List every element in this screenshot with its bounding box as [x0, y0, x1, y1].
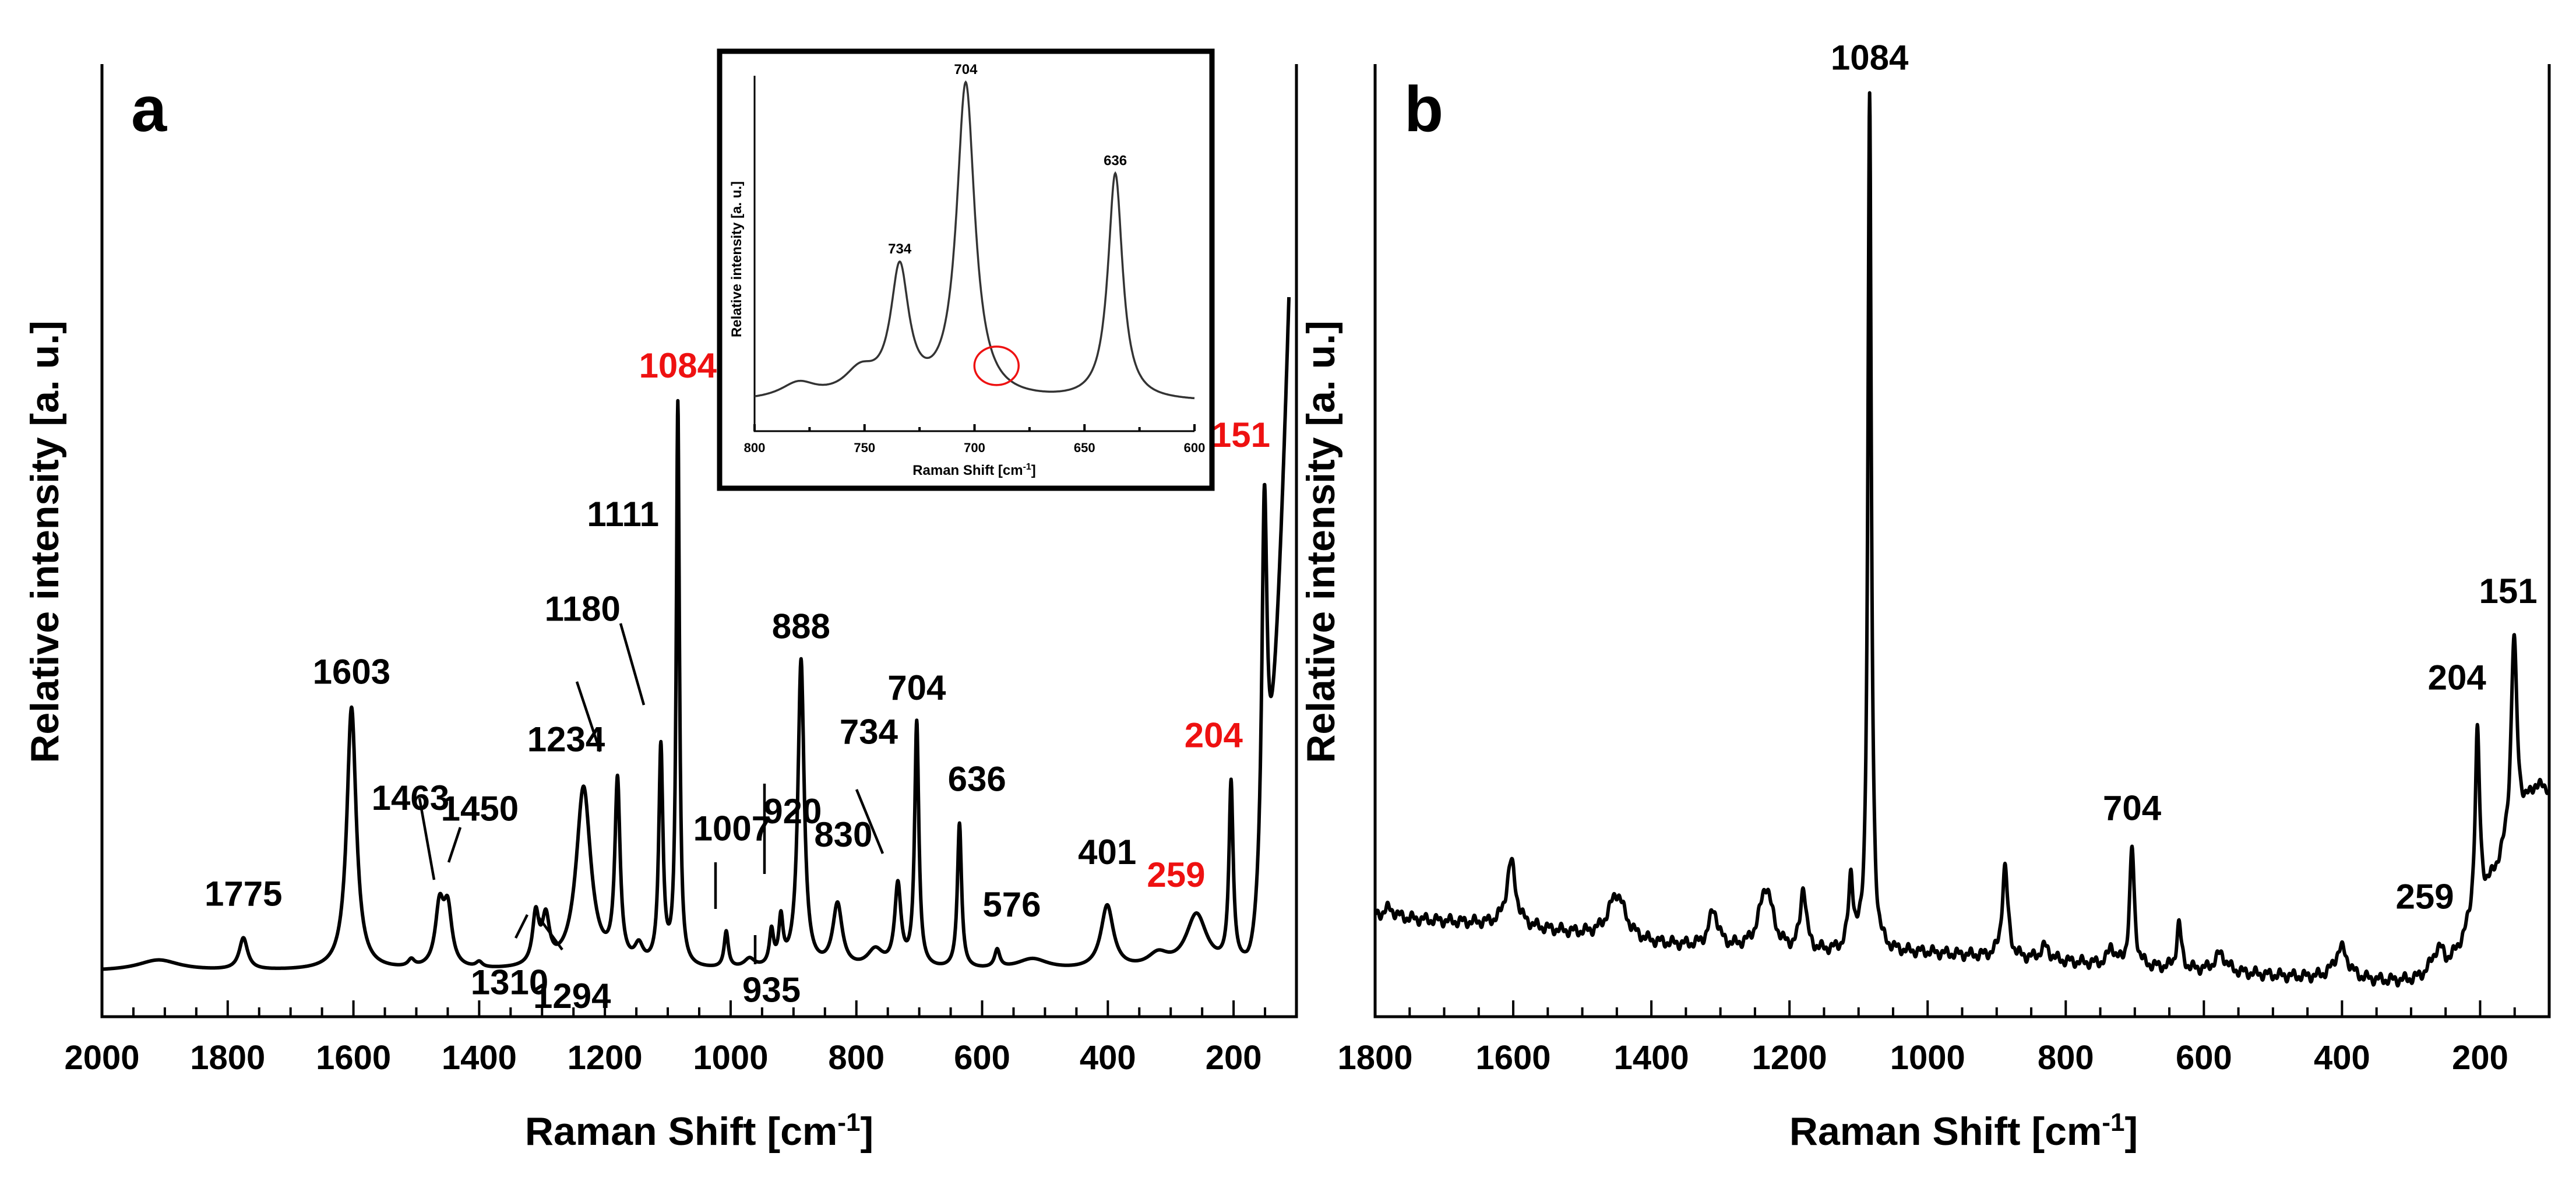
arrow-1310	[514, 914, 529, 939]
inset-peak-labels: 734 704 636	[888, 62, 1127, 257]
panel-a-x-ticks	[101, 1000, 1298, 1017]
peak-label-a-1180: 1180	[545, 590, 621, 629]
panel-a-y-axis-title: Relative intensity [a. u.]	[23, 320, 67, 763]
panel-b-letter: b	[1404, 73, 1443, 145]
tick-label-b-1800: 1800	[1337, 1039, 1412, 1077]
panel-b-x-tick-labels: 1800 1600 1400 1200 1000 800 600 400 200	[1337, 1039, 2508, 1077]
peak-label-b-704: 704	[2103, 789, 2162, 828]
inset-x-tick-labels: 800 750 700 650 600	[744, 440, 1206, 455]
peak-label-a-1463: 1463	[372, 778, 449, 817]
panel-b-x-ticks	[1374, 1000, 2550, 1017]
inset-y-axis-title: Relative intensity [a. u.]	[729, 181, 745, 337]
tick-label-inset-650: 650	[1074, 440, 1095, 455]
panel-a-arrows	[418, 623, 884, 964]
tick-label-b-400: 400	[2314, 1039, 2370, 1077]
tick-label-b-1000: 1000	[1890, 1039, 1965, 1077]
peak-label-a-1084: 1084	[639, 346, 717, 385]
peak-label-a-1007: 1007	[693, 809, 771, 848]
peak-label-a-1775: 1775	[205, 874, 282, 913]
peak-label-a-1294: 1294	[533, 976, 611, 1016]
panel-b-spectrum	[1373, 91, 2550, 988]
arrow-734	[855, 789, 884, 854]
tick-label-a-1800: 1800	[190, 1039, 265, 1077]
inset-frame	[717, 48, 1215, 491]
panel-a-spectrum	[100, 297, 1291, 971]
peak-label-a-1234: 1234	[527, 720, 605, 759]
arrow-1180	[575, 681, 602, 752]
arrow-1450	[447, 827, 462, 863]
tick-label-a-2000: 2000	[64, 1039, 139, 1077]
peak-label-a-888: 888	[772, 607, 830, 646]
tick-label-b-1600: 1600	[1476, 1039, 1551, 1077]
inset-peak-label-734: 734	[888, 241, 912, 257]
panel-b-x-axis-title: Raman Shift [cm-1]	[1789, 1108, 2138, 1154]
panel-b-axes	[1373, 64, 2551, 1018]
peak-label-a-935: 935	[742, 971, 801, 1010]
tick-label-a-1400: 1400	[442, 1039, 517, 1077]
tick-label-inset-800: 800	[744, 440, 766, 455]
tick-label-b-200: 200	[2452, 1039, 2508, 1077]
tick-label-b-1200: 1200	[1752, 1039, 1827, 1077]
inset-highlight-circle	[973, 346, 1020, 386]
inset-peak-label-704: 704	[954, 62, 978, 77]
arrow-1111	[619, 623, 646, 706]
tick-label-a-800: 800	[828, 1039, 884, 1077]
panel-b-y-axis-title: Relative intensity [a. u.]	[1299, 320, 1343, 763]
tick-label-a-1200: 1200	[568, 1039, 643, 1077]
peak-label-a-704: 704	[887, 668, 946, 707]
peak-label-b-151: 151	[2479, 572, 2537, 611]
peak-label-b-1084: 1084	[1831, 38, 1909, 77]
peak-label-a-401: 401	[1078, 833, 1136, 872]
inset-peak-label-636: 636	[1104, 153, 1127, 168]
panel-b-peak-labels: 1084 704 259 204 151	[1831, 38, 2538, 916]
peak-label-a-204: 204	[1185, 715, 1243, 755]
peak-label-a-576: 576	[982, 885, 1041, 924]
peak-label-a-259: 259	[1147, 855, 1205, 894]
tick-label-b-600: 600	[2176, 1039, 2232, 1077]
tick-label-a-400: 400	[1080, 1039, 1136, 1077]
panel-a-x-axis-title: Raman Shift [cm-1]	[525, 1108, 873, 1154]
tick-label-b-800: 800	[2038, 1039, 2094, 1077]
peak-label-b-259: 259	[2395, 877, 2454, 916]
tick-label-inset-700: 700	[964, 440, 985, 455]
panel-a-inset: 800 750 700 650 600 Relative intensity [a. u…	[717, 48, 1215, 491]
arrow-1294	[538, 916, 563, 951]
tick-label-a-1600: 1600	[316, 1039, 391, 1077]
peak-label-a-1603: 1603	[313, 653, 390, 692]
inset-x-axis-title: Raman Shift [cm-1]	[912, 462, 1036, 478]
tick-label-b-1400: 1400	[1614, 1039, 1689, 1077]
peak-label-a-920: 920	[763, 792, 822, 831]
inset-x-ticks	[753, 424, 1196, 431]
arrow-1463	[418, 798, 436, 880]
panel-a: 2000 1800 1600 1400 1200 1000 800 600 400 200 a R…	[23, 48, 1298, 1154]
tick-label-inset-750: 750	[854, 440, 875, 455]
tick-label-a-200: 200	[1206, 1039, 1262, 1077]
peak-label-a-636: 636	[948, 760, 1006, 799]
peak-label-a-734: 734	[840, 712, 898, 751]
peak-label-b-204: 204	[2428, 658, 2487, 697]
tick-label-inset-600: 600	[1184, 440, 1206, 455]
peak-label-a-1310: 1310	[471, 963, 548, 1002]
peak-label-a-1111: 1111	[587, 495, 659, 534]
peak-label-a-151: 151	[1212, 415, 1270, 454]
inset-spectrum	[754, 80, 1195, 400]
panel-a-letter: a	[131, 73, 167, 145]
tick-label-a-1000: 1000	[693, 1039, 768, 1077]
panel-b: 1800 1600 1400 1200 1000 800 600 400 200 b Relat…	[1299, 38, 2551, 1154]
panel-a-x-tick-labels: 2000 1800 1600 1400 1200 1000 800 600 400 200	[64, 1039, 1261, 1077]
peak-label-a-830: 830	[814, 815, 872, 854]
tick-label-a-600: 600	[954, 1039, 1010, 1077]
peak-label-a-1450: 1450	[441, 789, 519, 829]
